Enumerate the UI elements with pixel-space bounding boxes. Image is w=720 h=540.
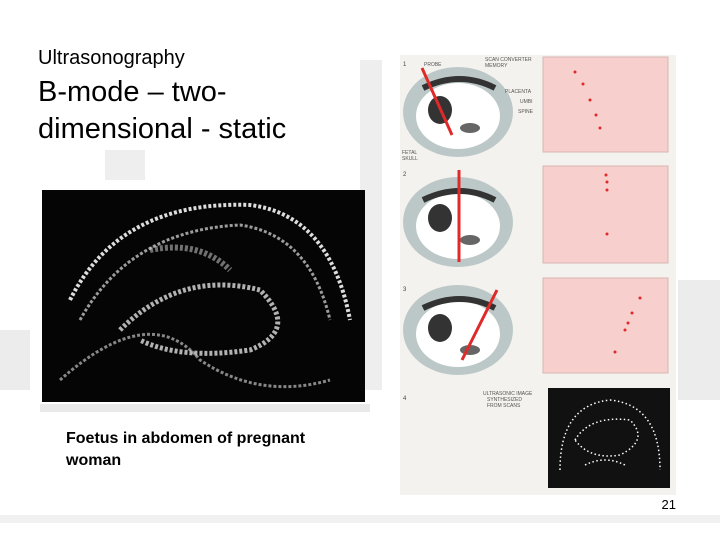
diagram-label: SKULL: [402, 156, 418, 162]
diagram-label: SCAN CONVERTER: [485, 57, 532, 63]
caption-line: woman: [65, 452, 121, 469]
diagram-figure: 1 2 3 4 PROBE SCAN CONVERTER MEMORY PLAC…: [400, 55, 676, 495]
diagram-label: PROBE: [424, 62, 442, 68]
diagram-label: UMBI: [520, 99, 533, 105]
panel-number: 1: [403, 62, 407, 68]
title-line: B-mode – two-: [38, 76, 227, 108]
diagram-label: FROM SCANS: [487, 403, 521, 409]
background-texture: [0, 60, 720, 523]
panel-number: 4: [403, 396, 407, 402]
diagram-label: PLACENTA: [505, 89, 532, 95]
caption-line: Foetus in abdomen of pregnant: [66, 430, 306, 447]
diagram-label: ULTRASONIC IMAGE: [483, 391, 533, 397]
diagram-label: MEMORY: [485, 63, 508, 69]
diagram-label: FETAL: [402, 150, 417, 156]
panel-number: 3: [403, 287, 407, 293]
panel-number: 2: [403, 172, 407, 178]
diagram-label: SPINE: [518, 109, 534, 115]
subtitle: Ultrasonography: [38, 47, 185, 69]
ultrasound-photo: [42, 190, 365, 402]
cross-sections: [403, 67, 513, 375]
diagram-label: SYNTHESIZED: [487, 397, 522, 403]
title-line: dimensional - static: [38, 113, 286, 145]
page-number: 21: [662, 497, 676, 512]
